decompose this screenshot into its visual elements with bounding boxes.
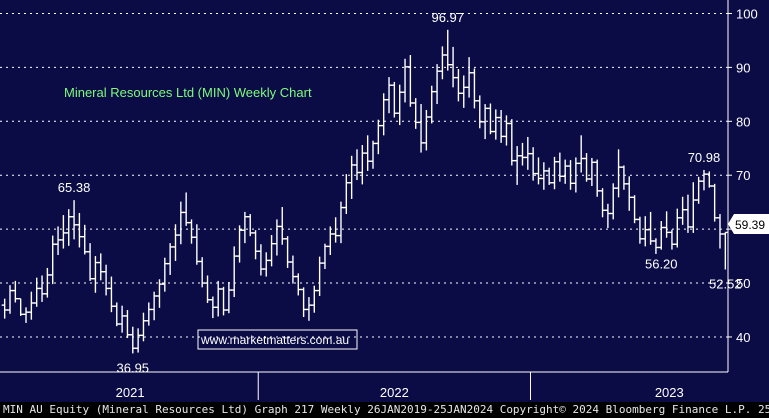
watermark-text: www.marketmatters.com.au xyxy=(200,333,349,347)
y-tick-label-90: 90 xyxy=(736,60,750,75)
annotation-52.52: 52.52 xyxy=(709,276,742,291)
watermark: www.marketmatters.com.au xyxy=(197,329,358,350)
chart-title: Mineral Resources Ltd (MIN) Weekly Chart xyxy=(64,85,312,100)
y-tick-label-100: 100 xyxy=(736,6,758,21)
y-tick-label-50: 50 xyxy=(736,276,750,291)
x-axis-years: 2021202220232024 xyxy=(116,372,684,400)
gridlines xyxy=(0,12,728,338)
annotation-65.38: 65.38 xyxy=(58,180,91,195)
watermark-border xyxy=(197,329,358,350)
bloomberg-footer: MIN AU Equity (Mineral Resources Ltd) Gr… xyxy=(0,402,769,418)
price-annotations: 65.38 36.95 96.97 70.98 56.20 52.52 xyxy=(58,10,742,376)
price-bars xyxy=(1,29,729,354)
last-price-marker: 59.39 xyxy=(728,214,769,234)
year-label-2021: 2021 xyxy=(116,385,145,400)
last-price-label: 59.39 xyxy=(735,218,765,232)
annotation-56.20: 56.20 xyxy=(645,257,678,272)
annotation-36.95: 36.95 xyxy=(117,360,150,375)
annotation-70.98: 70.98 xyxy=(688,150,721,165)
y-tick-label-70: 70 xyxy=(736,168,750,183)
annotation-96.97: 96.97 xyxy=(431,10,464,25)
price-chart: 405060708090100 2021202220232024 65.3836… xyxy=(0,0,769,402)
year-label-2022: 2022 xyxy=(380,385,409,400)
y-tick-label-40: 40 xyxy=(736,330,750,345)
last-price-box xyxy=(728,214,769,234)
year-label-2023: 2023 xyxy=(655,385,684,400)
y-tick-label-80: 80 xyxy=(736,114,750,129)
plot-background xyxy=(0,0,769,402)
